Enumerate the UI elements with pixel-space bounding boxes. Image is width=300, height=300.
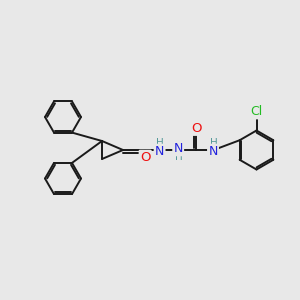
Text: N: N (155, 145, 164, 158)
Text: O: O (140, 151, 150, 164)
Text: N: N (173, 142, 183, 155)
Text: Cl: Cl (250, 105, 262, 118)
Text: N: N (208, 145, 218, 158)
Text: O: O (191, 122, 202, 135)
Text: H: H (156, 138, 164, 148)
Text: H: H (210, 138, 218, 148)
Text: H: H (175, 152, 183, 162)
